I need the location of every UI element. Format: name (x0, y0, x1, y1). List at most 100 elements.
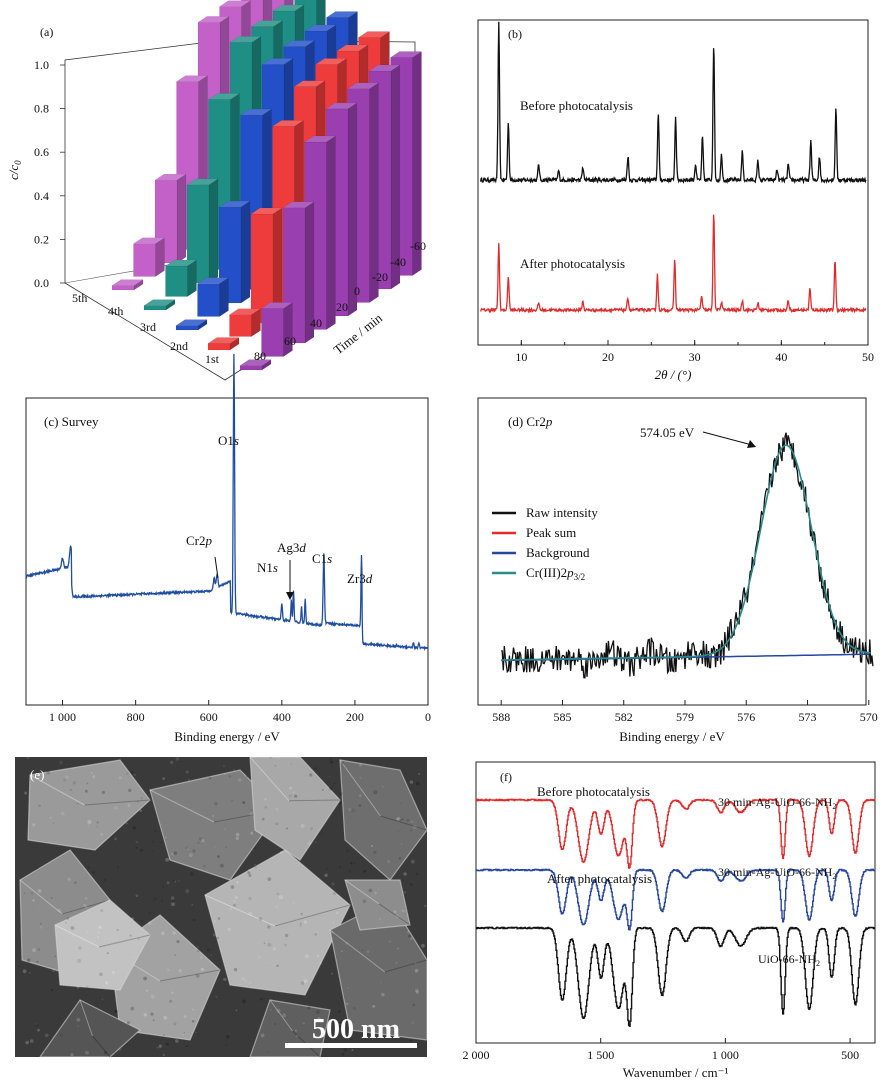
texture-speckle (324, 873, 328, 877)
texture-speckle (410, 829, 413, 832)
time-label: 60 (284, 334, 296, 348)
bar-top-light (369, 65, 400, 71)
texture-speckle (44, 1033, 49, 1038)
bar-top (260, 302, 294, 309)
texture-speckle (382, 786, 384, 788)
texture-speckle (197, 949, 200, 953)
sample-label-main: UiO-66-NH (758, 952, 816, 966)
x-tick-label: 1 000 (49, 710, 76, 724)
texture-speckle (317, 1017, 321, 1021)
texture-speckle (191, 1020, 195, 1023)
texture-speckle (242, 977, 245, 980)
bar-side-shade (262, 359, 271, 370)
texture-speckle (226, 1034, 230, 1039)
peak-arrowhead (286, 592, 294, 600)
texture-speckle (99, 972, 103, 977)
texture-speckle (154, 830, 157, 833)
peak-arrow (214, 556, 219, 579)
bar-front (143, 305, 167, 311)
texture-speckle (126, 772, 129, 775)
bar-front (111, 285, 135, 291)
texture-speckle (416, 990, 419, 994)
texture-speckle (233, 903, 236, 907)
texture-speckle (54, 955, 56, 958)
texture-speckle (100, 832, 104, 837)
texture-speckle (292, 902, 295, 905)
texture-speckle (234, 896, 238, 899)
crystal-ridge (149, 789, 215, 823)
texture-speckle (37, 1028, 41, 1032)
texture-speckle (126, 1021, 130, 1025)
texture-speckle (397, 830, 399, 832)
bar-top-light (273, 5, 304, 11)
texture-speckle (264, 797, 267, 801)
texture-speckle (416, 781, 420, 786)
x-tick-label: 200 (346, 710, 364, 724)
bar-top (186, 178, 219, 186)
texture-speckle (242, 801, 246, 805)
texture-speckle (212, 933, 216, 937)
crystal-ridge (344, 879, 380, 905)
panel-label: (d) Cr2p (508, 414, 553, 429)
texture-speckle (107, 899, 111, 903)
texture-speckle (309, 773, 313, 777)
bar-top-light (208, 93, 240, 100)
texture-speckle (230, 885, 235, 889)
texture-speckle (174, 954, 177, 956)
crystal (204, 849, 351, 996)
panel-label: (f) (500, 770, 512, 784)
bar-1st-40 (282, 201, 315, 344)
texture-speckle (165, 836, 167, 838)
peak-arrowhead (747, 440, 756, 448)
texture-speckle (86, 985, 89, 989)
texture-speckle (400, 843, 403, 845)
texture-speckle (132, 826, 137, 830)
bar-4th-60 (164, 259, 198, 297)
bar-top-light (176, 319, 207, 326)
texture-speckle (326, 867, 329, 870)
texture-speckle (267, 925, 271, 929)
texture-speckle (321, 831, 324, 833)
bar-front (165, 265, 188, 297)
texture-speckle (424, 904, 427, 908)
bar-top (164, 259, 198, 267)
texture-speckle (319, 833, 322, 835)
texture-speckle (225, 846, 227, 848)
texture-speckle (216, 936, 220, 940)
texture-speckle (314, 933, 318, 936)
texture-speckle (368, 888, 373, 893)
texture-speckle (359, 776, 362, 779)
crystal (344, 879, 411, 931)
sample-label-main: 30 min-Ag-UiO-66-NH (718, 795, 833, 809)
time-label: -20 (372, 270, 388, 284)
bar-top (218, 0, 252, 7)
panel-label-orbital: p (545, 414, 553, 429)
texture-speckle (412, 825, 417, 829)
texture-speckle (70, 926, 75, 930)
texture-speckle (329, 775, 331, 778)
texture-speckle (35, 1023, 38, 1025)
legend-label-sub: 3/2 (574, 572, 586, 582)
texture-speckle (150, 994, 155, 999)
x-tick-label: 600 (200, 710, 218, 724)
texture-speckle (86, 931, 89, 934)
texture-speckle (77, 958, 82, 963)
series-line-before (476, 798, 876, 869)
bar-top (218, 200, 251, 208)
texture-speckle (153, 897, 157, 901)
bar-top-light (112, 279, 143, 286)
panel-label: (b) (508, 27, 522, 41)
texture-speckle (242, 999, 246, 1004)
texture-speckle (265, 961, 267, 964)
texture-speckle (397, 947, 399, 950)
texture-speckle (152, 1019, 155, 1022)
texture-speckle (51, 968, 56, 972)
texture-speckle (370, 844, 374, 848)
bar-side-shade (209, 178, 218, 283)
texture-speckle (57, 908, 62, 913)
bar-top-light (272, 120, 304, 127)
texture-speckle (223, 765, 225, 768)
texture-speckle (338, 865, 342, 869)
bar-top (282, 201, 315, 209)
crystal-ridge (274, 904, 351, 927)
